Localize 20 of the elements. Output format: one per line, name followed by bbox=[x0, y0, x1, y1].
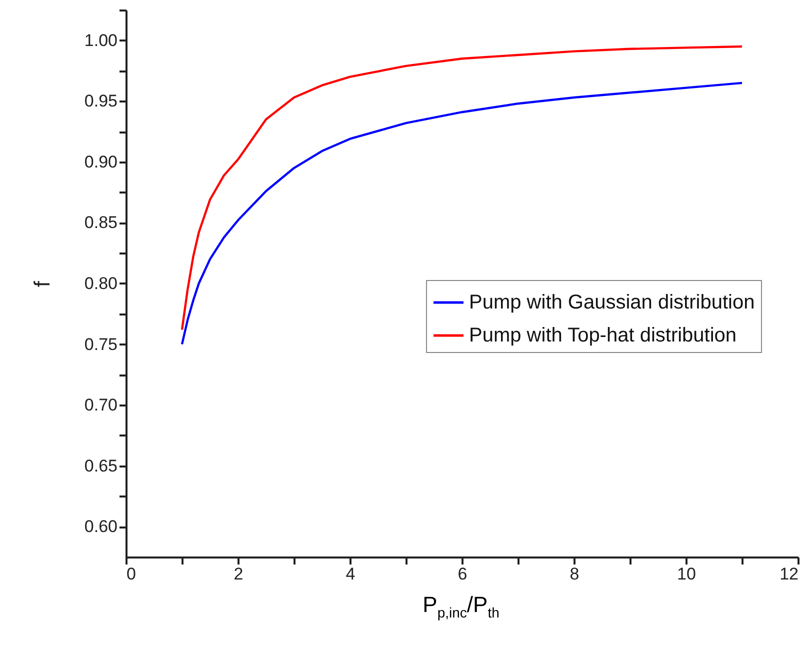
legend-label: Pump with Gaussian distribution bbox=[469, 292, 755, 314]
y-tick-label: 0.75 bbox=[84, 334, 118, 354]
x-tick-label: 2 bbox=[234, 564, 244, 584]
x-tick-label: 10 bbox=[677, 564, 696, 584]
y-tick-label: 1.00 bbox=[84, 30, 118, 50]
y-tick-label: 0.60 bbox=[84, 517, 118, 536]
y-axis-title: f bbox=[29, 280, 54, 288]
y-tick-label: 0.80 bbox=[84, 274, 118, 293]
y-tick-label: 0.85 bbox=[84, 213, 118, 232]
y-tick-label: 0.90 bbox=[84, 152, 118, 172]
x-tick-label: 4 bbox=[346, 564, 356, 584]
y-tick-label: 0.70 bbox=[84, 396, 118, 415]
x-axis-title: P$_{p,inc}$/P$_{th}$ bbox=[422, 592, 500, 620]
x-tick-label: 12 bbox=[780, 564, 798, 584]
legend-label: Pump with Top-hat distribution bbox=[469, 324, 737, 346]
x-tick-label: 0 bbox=[126, 564, 136, 584]
x-tick-label: 8 bbox=[570, 564, 580, 584]
x-tick-label: 6 bbox=[458, 564, 468, 584]
y-tick-label: 0.65 bbox=[84, 456, 118, 476]
y-tick-label: 0.95 bbox=[84, 92, 118, 111]
